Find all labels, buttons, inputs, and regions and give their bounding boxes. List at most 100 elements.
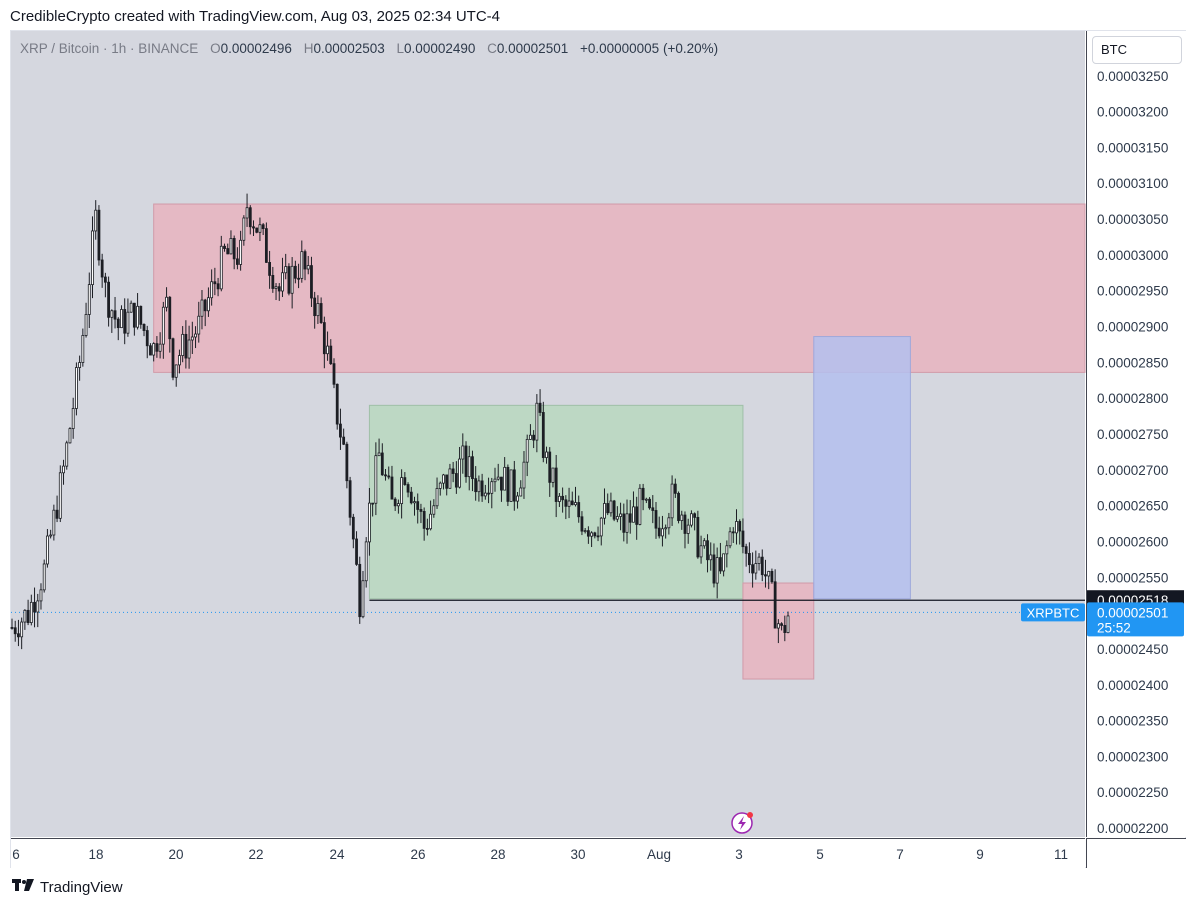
candle-body — [438, 482, 442, 489]
candle-body — [786, 615, 790, 633]
y-tick-label: 0.00002800 — [1097, 391, 1168, 406]
tradingview-logo[interactable]: TradingView — [12, 878, 123, 896]
candle-body — [13, 627, 17, 635]
candle-body — [500, 476, 503, 491]
candle-body — [757, 556, 761, 564]
candle-body — [541, 412, 545, 458]
high-value: 0.00002503 — [313, 41, 385, 56]
tradingview-brand-label: TradingView — [40, 878, 123, 896]
open-label: O — [210, 41, 221, 56]
candle-body — [281, 272, 284, 292]
candle-body — [49, 534, 53, 537]
candle-body — [287, 266, 291, 294]
low-value: 0.00002490 — [404, 41, 476, 56]
candle-body — [558, 495, 561, 502]
candle-body — [574, 502, 577, 506]
y-tick-label: 0.00003000 — [1097, 248, 1168, 263]
candle-body — [293, 265, 297, 279]
candle-body — [554, 467, 558, 502]
candle-body — [29, 601, 33, 624]
candle-body — [245, 207, 249, 219]
candle-body — [139, 305, 143, 325]
candle-body — [374, 455, 378, 504]
candle-body — [593, 532, 597, 537]
candle-body — [529, 434, 532, 440]
candle-body — [686, 524, 690, 534]
candle-body — [735, 521, 738, 534]
candle-body — [387, 475, 391, 478]
candle-body — [548, 451, 552, 483]
candle-body — [416, 501, 420, 510]
ohlc-legend: XRP / Bitcoin · 1h · BINANCE O0.00002496… — [20, 41, 718, 56]
candle-body — [94, 209, 98, 232]
candle-body — [232, 238, 236, 260]
candle-body — [203, 299, 207, 312]
candle-body — [284, 266, 288, 274]
candle-body — [451, 468, 455, 474]
candle-body — [107, 281, 110, 318]
candle-body — [442, 474, 445, 484]
candle-body — [696, 516, 700, 558]
candle-body — [719, 557, 722, 572]
candle-body — [161, 306, 165, 345]
y-tick-label: 0.00002400 — [1097, 678, 1168, 693]
candle-body — [264, 228, 268, 263]
candle-body — [326, 345, 329, 355]
candle-body — [467, 456, 471, 478]
candle-body — [171, 338, 175, 378]
x-tick-label: 9 — [976, 847, 984, 862]
candle-body — [371, 502, 375, 505]
candle-body — [429, 513, 433, 530]
candle-body — [564, 499, 568, 507]
y-tick-label: 0.00003050 — [1097, 212, 1168, 227]
candle-body — [535, 402, 539, 441]
candle-body — [110, 310, 114, 318]
candle-body — [693, 513, 697, 518]
candle-body — [413, 501, 416, 504]
candle-body — [435, 488, 439, 507]
candle-body — [483, 492, 487, 497]
candle-body — [699, 545, 703, 558]
candle-body — [702, 540, 706, 547]
y-tick-label: 0.00002700 — [1097, 463, 1168, 478]
candle-body — [496, 476, 500, 480]
candle-body — [91, 230, 94, 286]
candle-body — [255, 227, 259, 233]
supply-zone — [153, 203, 1086, 373]
candle-body — [81, 335, 85, 363]
candle-body — [351, 516, 355, 540]
candle-body — [396, 503, 400, 507]
candle-body — [477, 480, 481, 493]
candle-body — [23, 609, 27, 623]
candle-body — [68, 428, 72, 444]
candle-body — [190, 336, 194, 341]
price-axis-panel[interactable] — [1086, 31, 1186, 837]
candle-body — [207, 297, 210, 312]
symbol-tag — [1021, 603, 1085, 622]
candle-body — [406, 484, 410, 493]
candle-body — [368, 502, 371, 543]
candle-body — [419, 509, 423, 512]
candle-body — [36, 600, 40, 613]
high-label: H — [303, 41, 314, 56]
candle-body — [783, 625, 787, 633]
candle-body — [345, 443, 349, 482]
candle-body — [268, 262, 272, 276]
time-axis-panel[interactable] — [11, 838, 1085, 868]
candle-body — [71, 408, 75, 430]
candle-body — [342, 436, 346, 445]
target-zone — [813, 336, 911, 600]
symbol-tag-label: XRPBTC — [1027, 605, 1080, 620]
x-tick-label: 30 — [570, 847, 585, 862]
candle-body — [65, 442, 69, 467]
candle-body — [683, 514, 687, 534]
candle-body — [322, 322, 326, 355]
candle-body — [335, 383, 339, 425]
currency-button[interactable]: BTC — [1092, 36, 1182, 64]
candle-body — [10, 627, 14, 629]
candle-body — [612, 500, 616, 520]
candle-body — [158, 343, 162, 352]
candle-body — [638, 487, 642, 525]
candle-body — [474, 478, 478, 493]
